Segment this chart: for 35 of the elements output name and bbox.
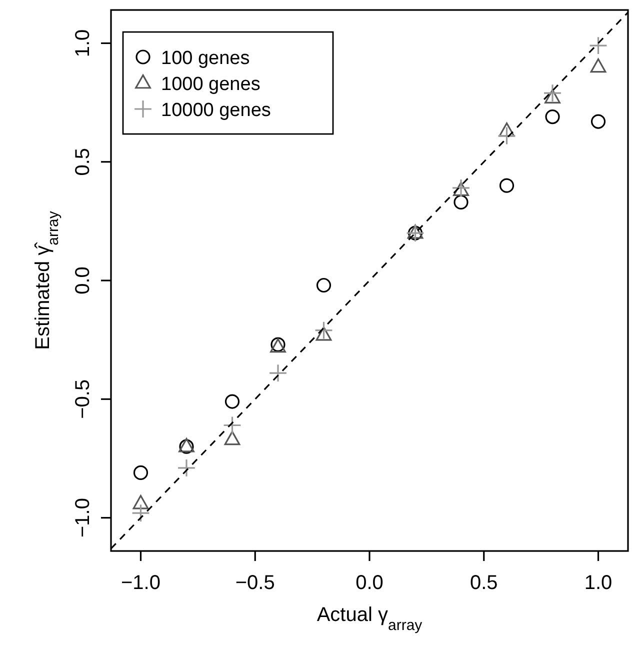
x-axis-title: Actual γ$_{array}$: [316, 604, 423, 634]
point: [222, 416, 242, 434]
point: [133, 465, 148, 480]
point: [316, 278, 332, 293]
point: [543, 84, 562, 102]
legend-label: 100 genes: [161, 48, 250, 69]
x-tick-label: 0.0: [356, 572, 384, 594]
y-tick-label: 0.5: [72, 148, 94, 176]
point: [268, 364, 288, 382]
y-tick-label: 1.0: [72, 29, 94, 58]
point: [545, 109, 560, 124]
point: [544, 89, 560, 104]
point: [590, 58, 606, 73]
x-tick-label: −0.5: [235, 572, 275, 594]
legend-label: 10000 genes: [161, 100, 271, 121]
point: [316, 326, 332, 341]
point: [498, 126, 516, 146]
x-tick-label: 0.5: [470, 572, 498, 594]
y-tick-label: −1.0: [72, 498, 94, 538]
point: [453, 182, 469, 196]
point: [177, 458, 196, 478]
point: [132, 494, 149, 510]
point: [224, 394, 240, 409]
point: [314, 321, 333, 340]
point: [224, 430, 240, 446]
x-tick-label: 1.0: [584, 572, 612, 594]
x-tick-label: −1.0: [120, 572, 160, 594]
y-tick-label: 0.0: [72, 266, 94, 294]
legend-label: 1000 genes: [161, 74, 260, 95]
point: [454, 194, 468, 210]
point: [131, 504, 150, 522]
point: [590, 114, 606, 129]
point: [499, 178, 514, 193]
point: [589, 36, 608, 55]
y-tick-label: −0.5: [72, 379, 94, 419]
